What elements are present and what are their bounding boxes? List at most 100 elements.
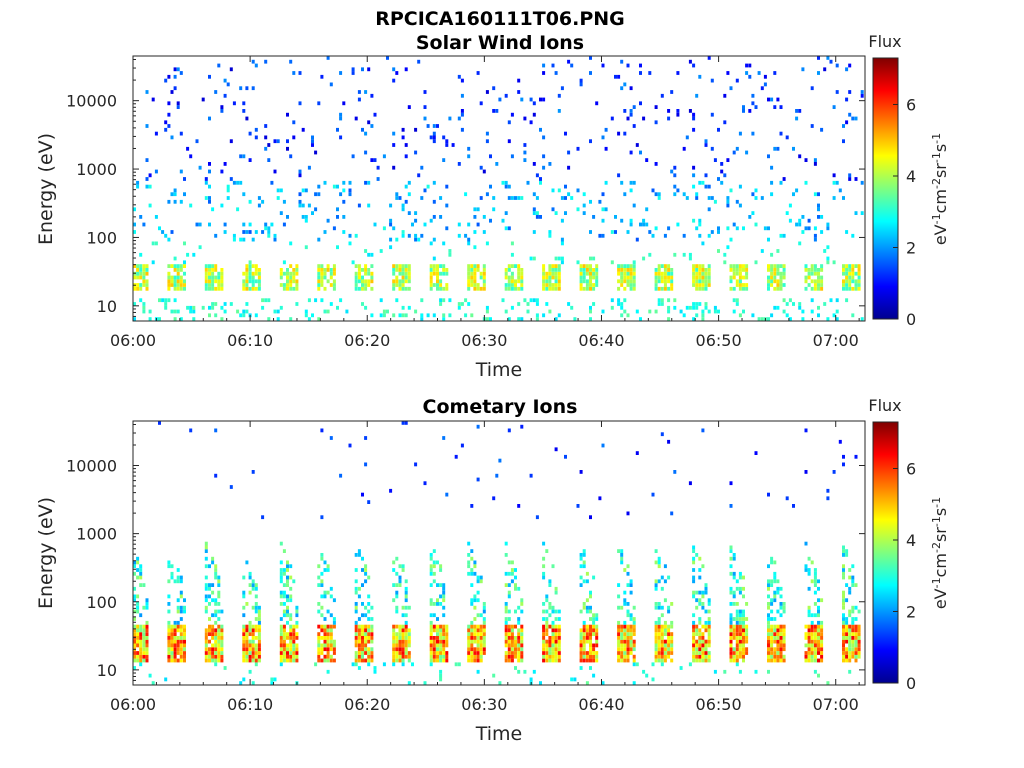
heatmap-cell	[460, 443, 464, 448]
heatmap-cell	[173, 579, 177, 584]
heatmap-cell	[251, 586, 255, 591]
heatmap-cell	[267, 230, 271, 234]
heatmap-cell	[576, 207, 580, 212]
heatmap-cell	[745, 71, 749, 75]
heatmap-cell	[142, 275, 146, 280]
heatmap-cell	[560, 260, 564, 265]
heatmap-cell	[551, 609, 555, 614]
heatmap-cell	[732, 264, 736, 268]
heatmap-cell	[192, 309, 196, 314]
heatmap-cell	[520, 636, 524, 640]
heatmap-cell	[329, 636, 333, 640]
heatmap-cell	[610, 230, 614, 234]
heatmap-cell	[688, 662, 692, 667]
heatmap-cell	[548, 268, 552, 272]
heatmap-cell	[779, 586, 783, 591]
heatmap-cell	[179, 268, 183, 272]
heatmap-cell	[620, 632, 624, 636]
heatmap-cell	[620, 549, 624, 553]
heatmap-cell	[545, 549, 549, 553]
heatmap-cell	[695, 279, 699, 284]
heatmap-cell	[848, 268, 852, 272]
heatmap-cell	[626, 613, 630, 618]
heatmap-cell	[251, 286, 255, 291]
heatmap-cell	[208, 305, 211, 310]
heatmap-cell	[564, 211, 567, 215]
heatmap-cell	[626, 647, 630, 652]
heatmap-cell	[520, 317, 524, 321]
heatmap-cell	[520, 609, 524, 614]
heatmap-cell	[748, 109, 752, 113]
heatmap-cell	[245, 230, 249, 234]
heatmap-cell	[404, 620, 408, 625]
heatmap-cell	[663, 579, 667, 584]
heatmap-cell	[723, 252, 727, 257]
heatmap-cell	[704, 639, 708, 644]
heatmap-cell	[823, 302, 827, 306]
heatmap-cell	[657, 643, 661, 648]
heatmap-cell	[173, 651, 177, 655]
heatmap-cell	[667, 268, 671, 272]
figure-title: RPCICA160111T06.PNG	[375, 8, 625, 30]
heatmap-cell	[217, 617, 221, 621]
heatmap-cell	[851, 643, 855, 648]
heatmap-cell	[317, 658, 321, 663]
heatmap-cell	[439, 196, 443, 200]
colorbar-tick-label: 0	[906, 310, 916, 329]
heatmap-cell	[548, 286, 552, 291]
heatmap-cell	[479, 286, 483, 291]
heatmap-cell	[348, 233, 352, 238]
heatmap-cell	[208, 617, 211, 621]
heatmap-cell	[810, 286, 814, 291]
panel-title: Cometary Ions	[423, 396, 578, 418]
heatmap-cell	[320, 515, 324, 520]
heatmap-cell	[595, 283, 599, 287]
heatmap-cell	[367, 624, 371, 629]
heatmap-cell	[626, 279, 630, 284]
heatmap-cell	[220, 109, 224, 113]
heatmap-cell	[436, 651, 439, 655]
heatmap-cell	[370, 628, 374, 633]
heatmap-cell	[663, 632, 667, 636]
heatmap-cell	[810, 620, 814, 625]
heatmap-cell	[145, 605, 149, 610]
heatmap-cell	[367, 268, 371, 272]
heatmap-cell	[320, 605, 324, 610]
heatmap-cell	[548, 602, 552, 606]
heatmap-cell	[357, 549, 361, 553]
heatmap-cell	[398, 313, 402, 318]
heatmap-cell	[348, 443, 352, 448]
heatmap-cell	[220, 271, 224, 276]
heatmap-cell	[242, 283, 246, 287]
heatmap-cell	[279, 624, 283, 629]
heatmap-cell	[432, 651, 436, 655]
heatmap-cell	[179, 632, 183, 636]
heatmap-cell	[192, 305, 196, 310]
heatmap-cell	[183, 643, 186, 648]
heatmap-cell	[220, 636, 224, 640]
heatmap-cell	[257, 620, 261, 625]
heatmap-cell	[692, 112, 696, 117]
heatmap-cell	[395, 624, 399, 629]
heatmap-cell	[860, 317, 864, 321]
heatmap-cell	[442, 658, 446, 663]
heatmap-cell	[485, 241, 489, 246]
heatmap-cell	[626, 313, 630, 318]
heatmap-cell	[329, 594, 333, 599]
heatmap-cell	[361, 583, 364, 587]
heatmap-cell	[208, 564, 211, 569]
heatmap-cell	[214, 654, 218, 659]
heatmap-cell	[282, 609, 286, 614]
heatmap-cell	[589, 624, 592, 629]
heatmap-cell	[326, 218, 330, 223]
heatmap-cell	[692, 275, 696, 280]
heatmap-cell	[629, 286, 633, 291]
y-tick-label: 1000	[76, 525, 117, 544]
heatmap-cell	[442, 654, 446, 659]
heatmap-cell	[742, 613, 745, 618]
heatmap-cell	[214, 613, 218, 618]
heatmap-cell	[523, 298, 527, 303]
heatmap-cell	[804, 654, 808, 659]
heatmap-cell	[829, 59, 833, 64]
heatmap-cell	[167, 283, 171, 287]
